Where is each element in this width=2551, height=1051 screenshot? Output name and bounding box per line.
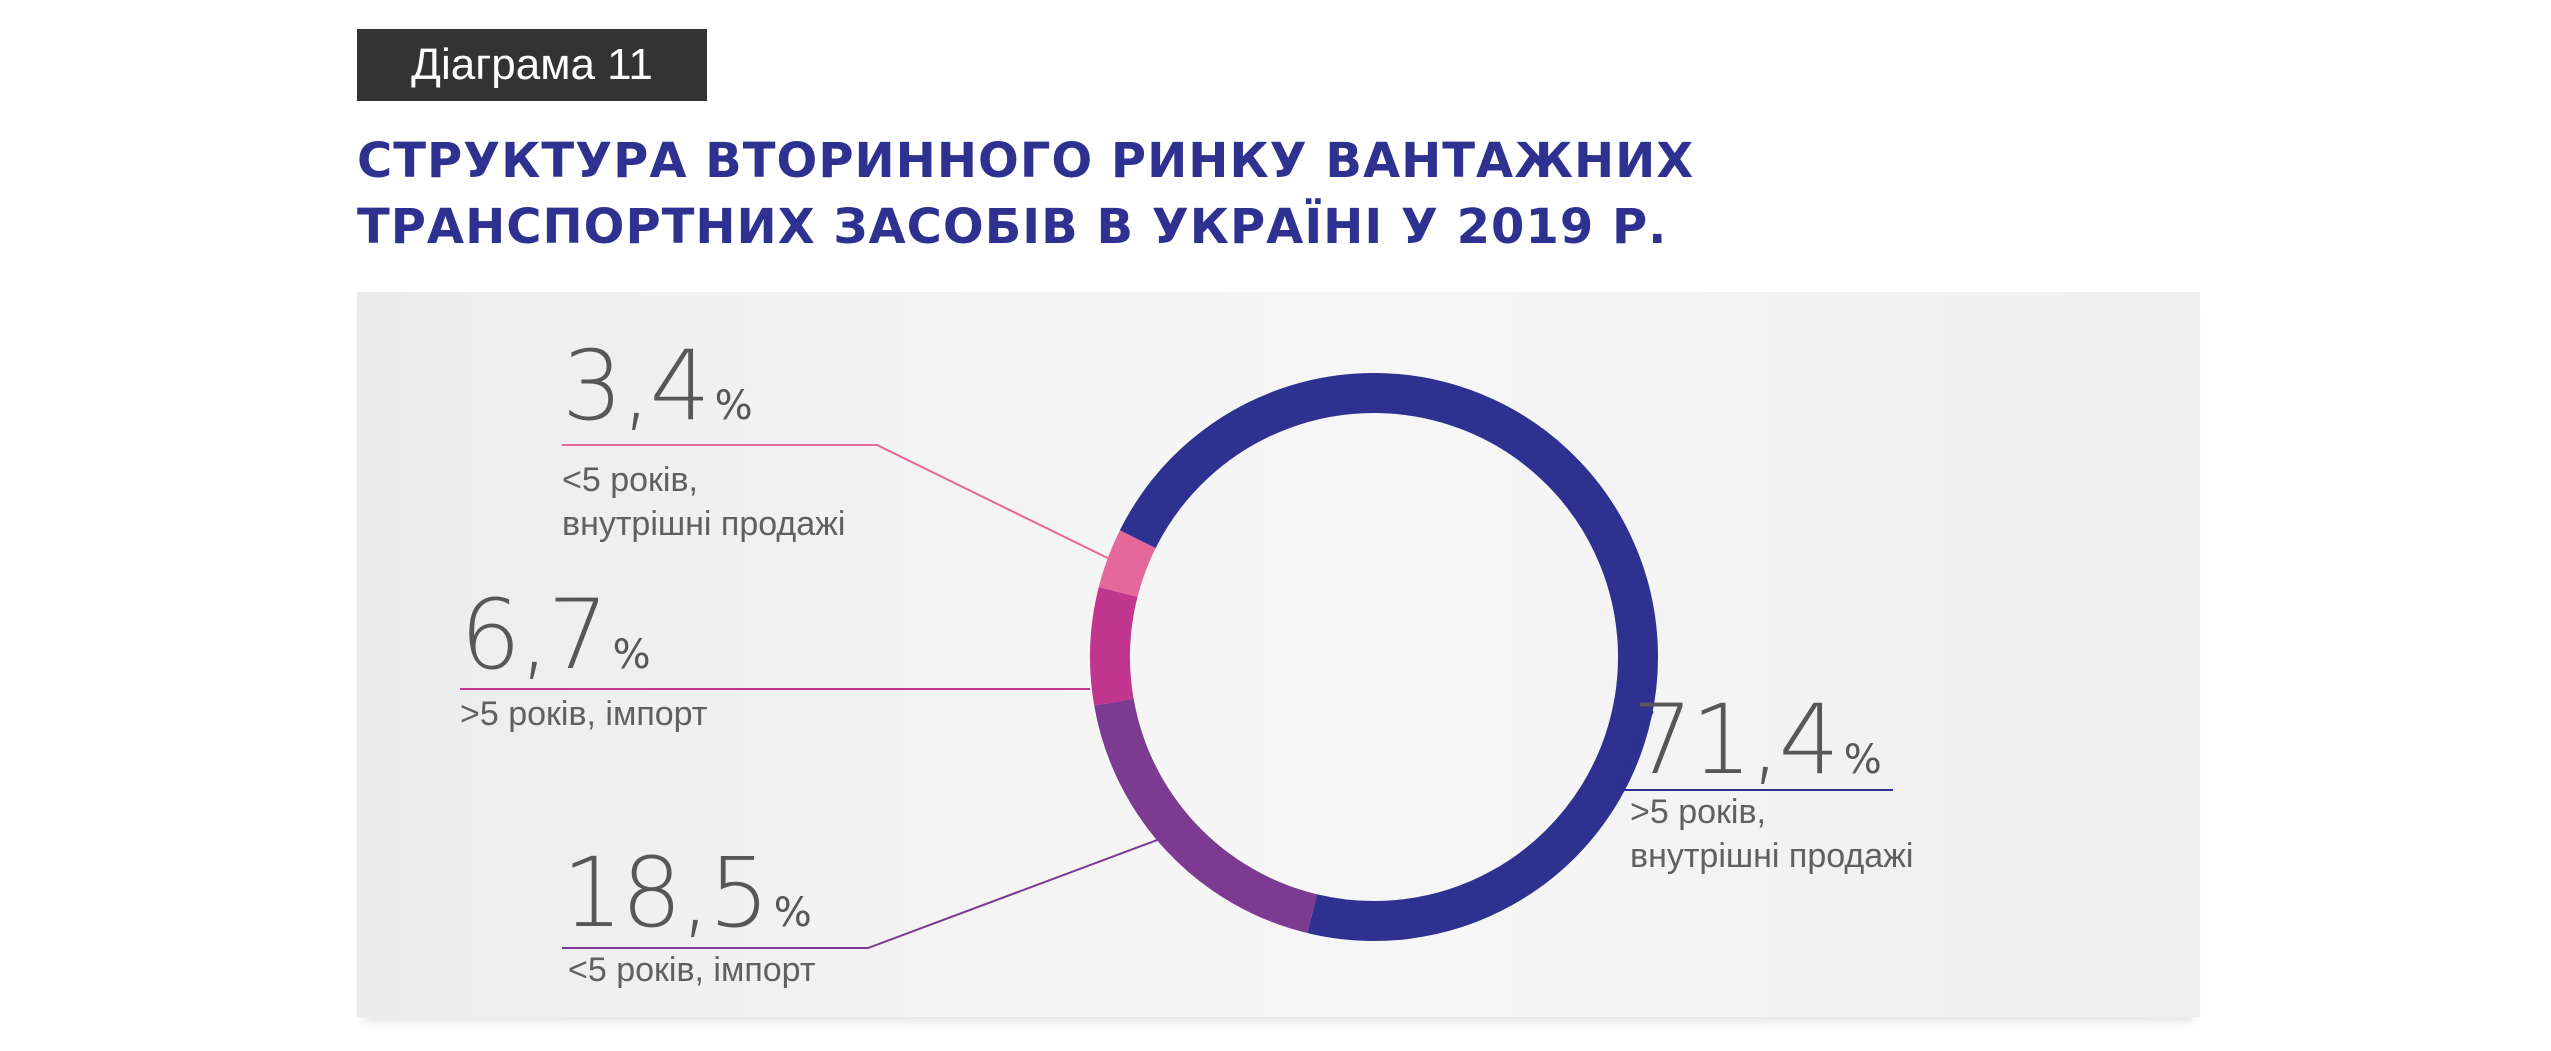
donut-slice-0 xyxy=(1119,373,1658,941)
label-slice-2: 6,7% xyxy=(460,585,651,685)
label-slice-1: 18,5% xyxy=(562,843,812,943)
percent-sign: % xyxy=(773,890,812,936)
category-label-slice-3: <5 років, внутрішні продажі xyxy=(562,458,845,546)
percent-sign: % xyxy=(714,383,753,429)
leader-line-slice-3 xyxy=(562,444,1109,559)
percent-sign: % xyxy=(1843,737,1882,783)
donut-slice-2 xyxy=(1090,587,1138,706)
value-label-slice-1: 18,5 xyxy=(562,837,770,949)
category-label-slice-0-line-2: внутрішні продажі xyxy=(1630,837,1914,875)
category-label-slice-1-line-1: <5 років, імпорт xyxy=(568,951,816,989)
leader-line-slice-1 xyxy=(562,825,1194,949)
label-slice-3: 3,4% xyxy=(562,336,753,436)
value-label-slice-2: 6,7 xyxy=(460,579,609,691)
donut-slice-1 xyxy=(1094,698,1318,934)
category-label-slice-3-line-1: <5 років, xyxy=(562,461,698,499)
category-label-slice-0-line-1: >5 років, xyxy=(1630,793,1766,831)
category-label-slice-0: >5 років, внутрішні продажі xyxy=(1630,790,1913,878)
percent-sign: % xyxy=(612,632,651,678)
diagram-number-tag: Діаграма 11 xyxy=(357,29,707,101)
category-label-slice-2-line-1: >5 років, імпорт xyxy=(460,695,708,733)
value-label-slice-3: 3,4 xyxy=(562,330,711,442)
chart-title-line-2: ТРАНСПОРТНИХ ЗАСОБІВ В УКРАЇНІ У 2019 Р. xyxy=(357,199,1668,255)
leader-line-slice-0 xyxy=(1616,710,1893,791)
category-label-slice-2: >5 років, імпорт xyxy=(460,692,707,736)
chart-title-line-1: СТРУКТУРА ВТОРИННОГО РИНКУ ВАНТАЖНИХ xyxy=(357,133,1695,189)
category-label-slice-3-line-2: внутрішні продажі xyxy=(562,505,846,543)
donut-slice-3 xyxy=(1098,530,1156,598)
value-label-slice-0: 71,4 xyxy=(1632,684,1840,796)
category-label-slice-1: <5 років, імпорт xyxy=(568,948,815,992)
chart-title: СТРУКТУРА ВТОРИННОГО РИНКУ ВАНТАЖНИХ ТРА… xyxy=(357,128,1694,260)
label-slice-0: 71,4% xyxy=(1632,690,1882,790)
